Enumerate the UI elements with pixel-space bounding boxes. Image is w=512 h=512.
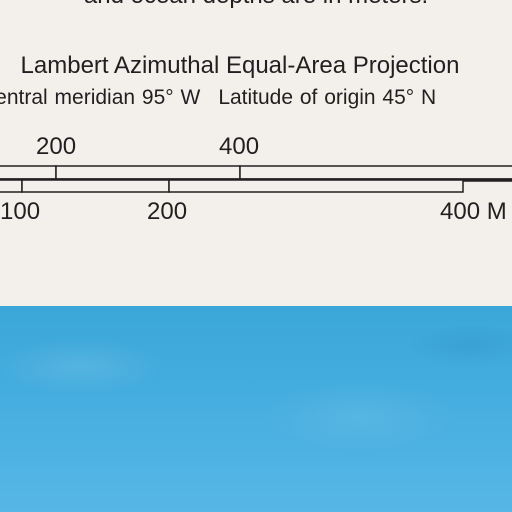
scale-km-segment-3 <box>239 165 512 180</box>
scale-km-segment-1 <box>0 165 57 180</box>
scale-km-segment-2 <box>55 165 241 180</box>
latitude-origin-label: Latitude of origin 45° N <box>218 86 437 109</box>
projection-parameters: Central meridian 95° W Latitude of origin… <box>0 86 512 110</box>
scale-mi-label-200: 200 <box>147 198 188 225</box>
projection-title: Lambert Azimuthal Equal-Area Projection <box>20 52 460 79</box>
scale-bar-graphic <box>0 165 512 193</box>
scale-mi-label-100: 100 <box>0 198 41 225</box>
scale-bar: 200 400 100 200 400 M <box>0 130 512 230</box>
scale-km-label-200: 200 <box>36 133 77 160</box>
units-note: and ocean depths are in meters. <box>0 0 512 10</box>
central-meridian-label: Central meridian 95° W <box>0 86 201 109</box>
scale-mi-segment-3 <box>168 179 464 193</box>
scale-mi-label-400: 400 M <box>440 198 507 225</box>
scale-mi-segment-1 <box>0 179 23 193</box>
ocean-area <box>0 306 512 512</box>
map-margin: and ocean depths are in meters. Lambert … <box>0 0 512 230</box>
scale-km-label-400: 400 <box>219 133 260 160</box>
scale-mi-segment-2 <box>21 179 170 193</box>
